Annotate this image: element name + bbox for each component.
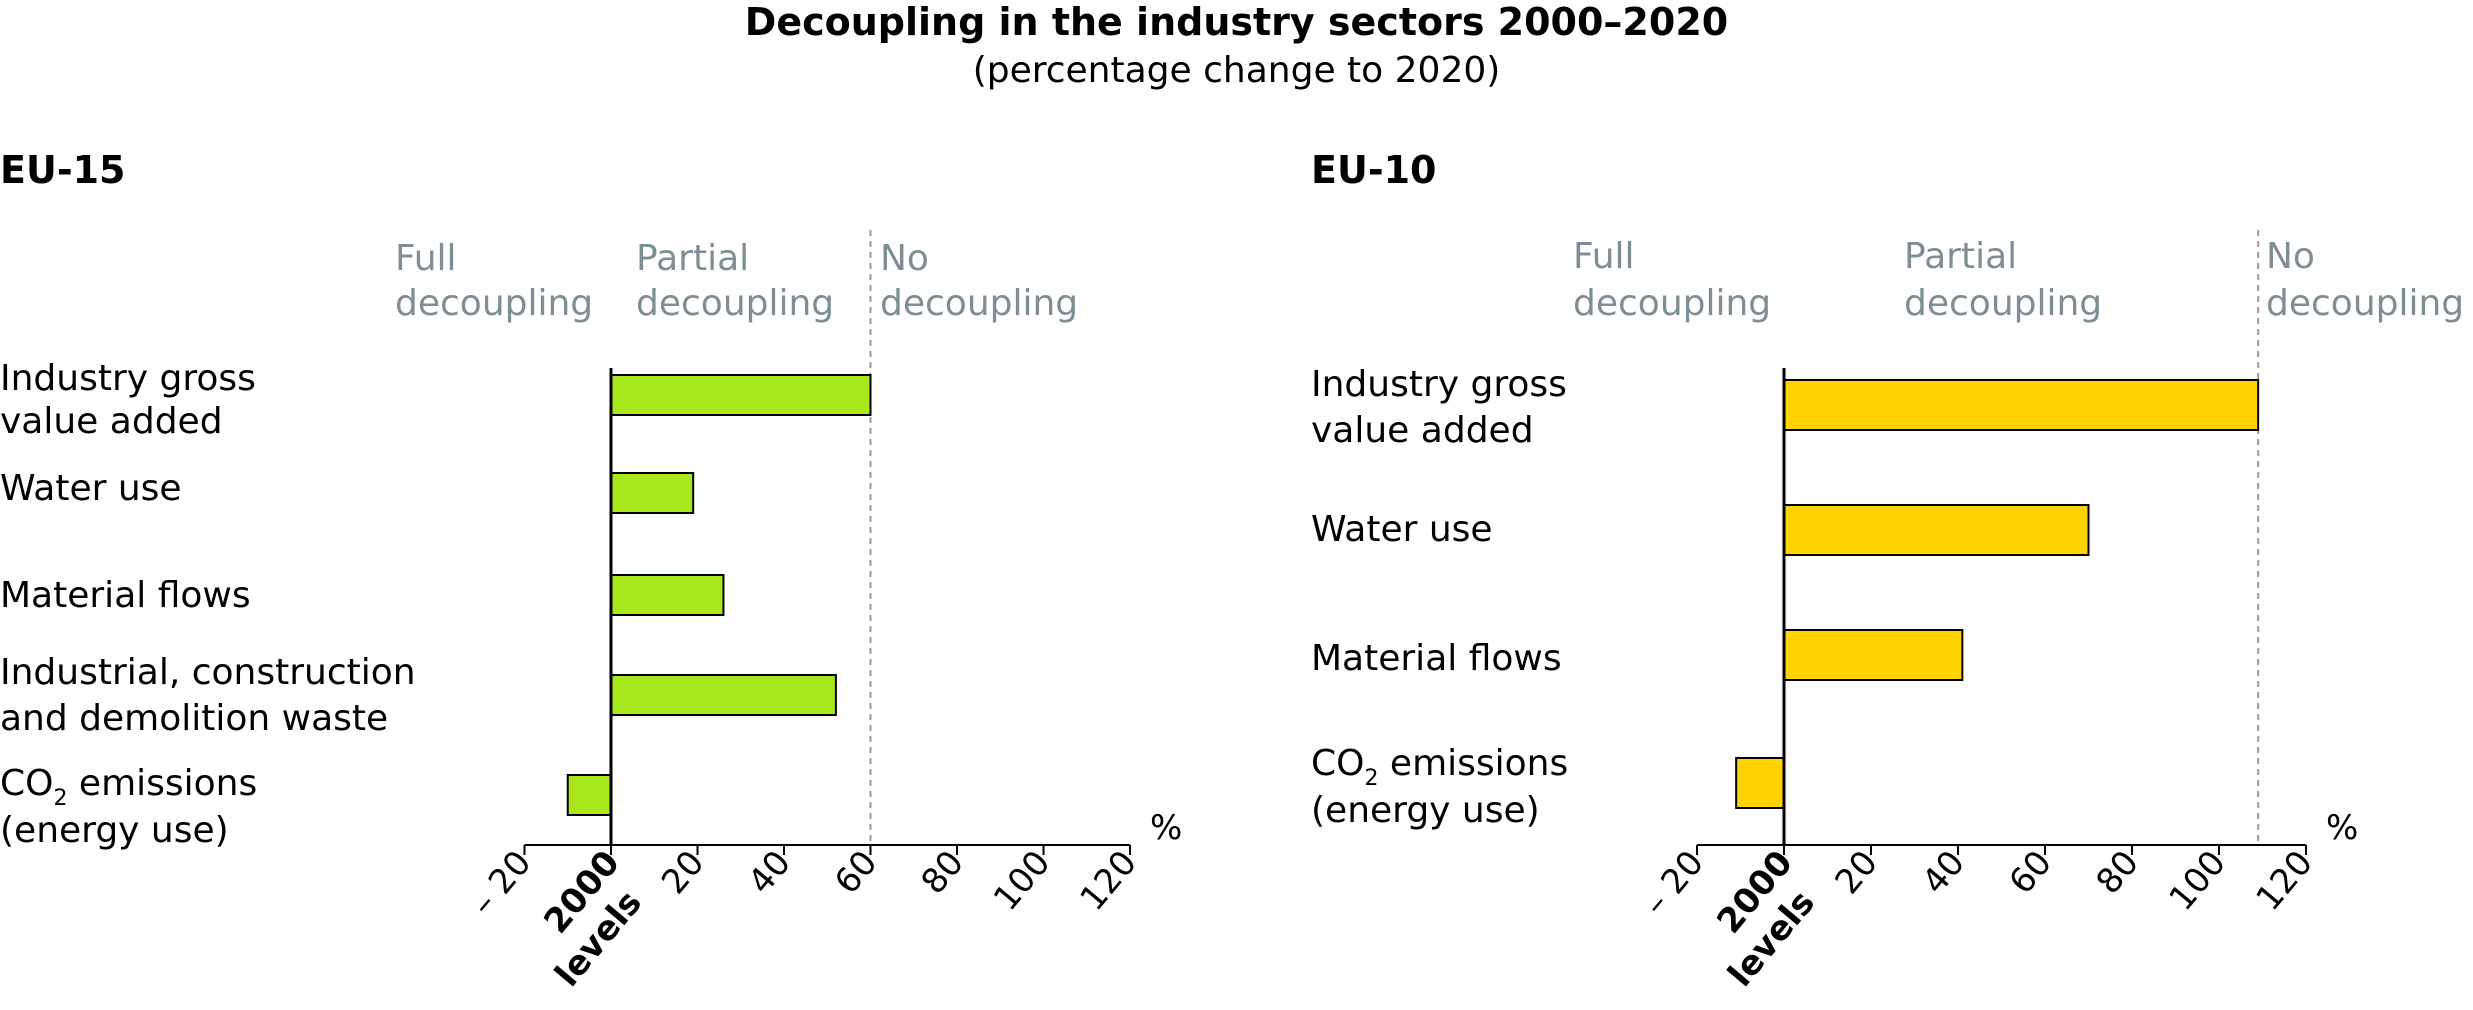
x-tick-label: 40 [1914, 843, 1972, 902]
bar [1783, 629, 1964, 681]
chart-title: Decoupling in the industry sectors 2000–… [744, 0, 1729, 44]
bar [610, 374, 872, 416]
category-label: (energy use) [1311, 790, 1540, 831]
x-tick-label: 60 [827, 843, 885, 902]
bar [566, 774, 612, 816]
zone-label: decoupling [636, 283, 834, 324]
x-tick-label: 120 [2249, 843, 2321, 918]
category-label: CO2 emissions [0, 763, 257, 811]
category-label: Material flows [0, 575, 251, 616]
category-label: (energy use) [0, 810, 229, 851]
x-tick-label: 60 [2001, 843, 2059, 902]
x-tick-label: – 20 [463, 843, 539, 923]
zone-label: Full [395, 238, 457, 279]
category-label: value added [0, 401, 223, 442]
category-label: Water use [0, 468, 182, 509]
x-tick-label: – 20 [1636, 843, 1712, 923]
zone-label: decoupling [880, 283, 1078, 324]
zone-label: Partial [636, 238, 749, 279]
zone-label: No [2266, 236, 2315, 277]
panel-title: EU-15 [0, 148, 125, 192]
category-label: Water use [1311, 509, 1493, 550]
zone-label: decoupling [1904, 283, 2102, 324]
category-label: and demolition waste [0, 698, 388, 739]
x-tick-label: 80 [2088, 843, 2146, 902]
category-label: Industry gross [0, 358, 256, 399]
bar [1783, 504, 2090, 556]
bar [1783, 379, 2260, 431]
x-tick-label: 40 [740, 843, 798, 902]
category-label: CO2 emissions [1311, 743, 1568, 791]
bar [610, 574, 725, 616]
x-tick-label: 80 [913, 843, 971, 902]
x-tick-label: 20 [654, 843, 712, 902]
zone-label: decoupling [1573, 283, 1771, 324]
x-tick-label: 100 [2162, 843, 2234, 918]
chart-subtitle: (percentage change to 2020) [972, 50, 1501, 91]
category-label: Industrial, construction [0, 652, 416, 693]
zone-label: No [880, 238, 929, 279]
zone-label: decoupling [2266, 283, 2464, 324]
panel-title: EU-10 [1311, 148, 1436, 192]
category-label: Industry gross [1311, 364, 1567, 405]
axis-unit-label: % [2326, 808, 2358, 848]
bar [610, 472, 695, 514]
zone-label: decoupling [395, 283, 593, 324]
zone-label: Partial [1904, 236, 2017, 277]
bar [610, 674, 837, 716]
zone-label: Full [1573, 236, 1635, 277]
x-tick-label: 100 [986, 843, 1058, 918]
axis-unit-label: % [1150, 808, 1182, 848]
bar [1735, 757, 1786, 809]
x-tick-label: 120 [1073, 843, 1145, 918]
x-tick-label: 20 [1827, 843, 1885, 902]
category-label: value added [1311, 410, 1534, 451]
category-label: Material flows [1311, 638, 1562, 679]
